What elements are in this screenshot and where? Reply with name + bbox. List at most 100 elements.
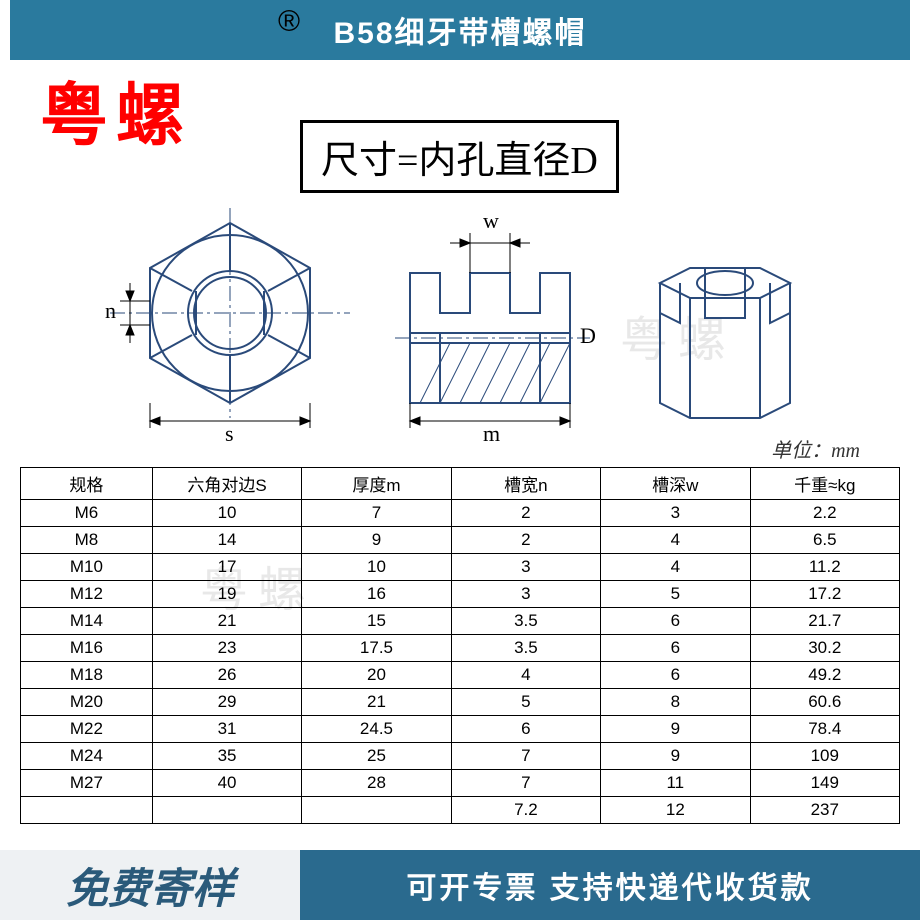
table-cell: 19 — [152, 581, 301, 608]
table-cell: 31 — [152, 716, 301, 743]
table-cell: 5 — [601, 581, 750, 608]
table-cell: 6 — [601, 608, 750, 635]
table-cell: 7 — [451, 743, 600, 770]
table-header: 槽深w — [601, 468, 750, 500]
dim-label-D: D — [580, 323, 596, 348]
table-row: M162317.53.5630.2 — [21, 635, 900, 662]
table-cell: 9 — [302, 527, 451, 554]
table-cell: M6 — [21, 500, 153, 527]
table-cell: 3.5 — [451, 608, 600, 635]
dim-label-w: w — [483, 208, 499, 233]
table-cell: 16 — [302, 581, 451, 608]
table-cell: 9 — [601, 743, 750, 770]
table-cell: 7 — [451, 770, 600, 797]
table-row: M1826204649.2 — [21, 662, 900, 689]
table-row: 7.212237 — [21, 797, 900, 824]
table-cell: 17.2 — [750, 581, 899, 608]
table-cell: 21 — [152, 608, 301, 635]
table-cell: M8 — [21, 527, 153, 554]
table-cell: 24.5 — [302, 716, 451, 743]
table-cell: 6 — [451, 716, 600, 743]
table-cell: M12 — [21, 581, 153, 608]
table-row: M8149246.5 — [21, 527, 900, 554]
table-cell: 20 — [302, 662, 451, 689]
table-header: 千重≈kg — [750, 468, 899, 500]
table-cell: 4 — [601, 527, 750, 554]
table-header: 六角对边S — [152, 468, 301, 500]
table-cell: M18 — [21, 662, 153, 689]
table-cell: 10 — [302, 554, 451, 581]
table-cell: 9 — [601, 716, 750, 743]
table-cell: M22 — [21, 716, 153, 743]
table-row: M6107232.2 — [21, 500, 900, 527]
table-cell: M20 — [21, 689, 153, 716]
table-row: M223124.56978.4 — [21, 716, 900, 743]
table-cell: 7.2 — [451, 797, 600, 824]
header-bar: B58细牙带槽螺帽 — [10, 0, 910, 60]
dim-label-s: s — [225, 421, 234, 443]
table-cell: 49.2 — [750, 662, 899, 689]
table-cell: 17 — [152, 554, 301, 581]
table-cell: 14 — [152, 527, 301, 554]
table-cell: 3 — [451, 581, 600, 608]
table-cell: 4 — [451, 662, 600, 689]
registered-mark: ® — [278, 5, 300, 39]
table-cell: 7 — [302, 500, 451, 527]
table-header: 规格 — [21, 468, 153, 500]
table-cell: 35 — [152, 743, 301, 770]
table-row: M1017103411.2 — [21, 554, 900, 581]
table-row: M24352579109 — [21, 743, 900, 770]
table-cell: 6 — [601, 662, 750, 689]
table-row: M2029215860.6 — [21, 689, 900, 716]
footer-bar: 免费寄样 可开专票 支持快递代收货款 — [0, 850, 920, 920]
table-cell: 28 — [302, 770, 451, 797]
table-cell: 12 — [601, 797, 750, 824]
table-cell: M27 — [21, 770, 153, 797]
brand-watermark-red: 粤螺 — [40, 60, 192, 159]
table-cell: 2 — [451, 527, 600, 554]
table-row: M1421153.5621.7 — [21, 608, 900, 635]
table-cell: M10 — [21, 554, 153, 581]
table-cell: 11.2 — [750, 554, 899, 581]
table-cell: M16 — [21, 635, 153, 662]
table-row: M274028711149 — [21, 770, 900, 797]
table-cell: 3.5 — [451, 635, 600, 662]
spec-table: 规格六角对边S厚度m槽宽n槽深w千重≈kg M6107232.2M8149246… — [20, 467, 900, 824]
table-cell: 26 — [152, 662, 301, 689]
table-cell: 23 — [152, 635, 301, 662]
size-definition-box: 尺寸=内孔直径D — [300, 120, 619, 193]
table-cell: M24 — [21, 743, 153, 770]
table-header: 厚度m — [302, 468, 451, 500]
technical-diagram: n s — [20, 203, 900, 463]
table-cell: 6.5 — [750, 527, 899, 554]
table-cell: 15 — [302, 608, 451, 635]
table-cell: 3 — [451, 554, 600, 581]
table-cell: 10 — [152, 500, 301, 527]
table-cell: 6 — [601, 635, 750, 662]
table-cell — [152, 797, 301, 824]
table-cell: 149 — [750, 770, 899, 797]
table-header: 槽宽n — [451, 468, 600, 500]
table-row: M1219163517.2 — [21, 581, 900, 608]
table-cell — [302, 797, 451, 824]
table-cell: 8 — [601, 689, 750, 716]
table-cell: 5 — [451, 689, 600, 716]
table-cell: 3 — [601, 500, 750, 527]
footer-right: 可开专票 支持快递代收货款 — [300, 850, 920, 920]
table-cell: M14 — [21, 608, 153, 635]
dim-label-n: n — [105, 298, 116, 323]
table-cell: 17.5 — [302, 635, 451, 662]
table-cell: 11 — [601, 770, 750, 797]
table-cell: 21 — [302, 689, 451, 716]
table-cell: 4 — [601, 554, 750, 581]
table-cell: 60.6 — [750, 689, 899, 716]
table-cell — [21, 797, 153, 824]
dim-label-m: m — [483, 421, 500, 443]
unit-label: 单位：mm — [771, 434, 860, 463]
table-cell: 30.2 — [750, 635, 899, 662]
footer-left: 免费寄样 — [0, 850, 300, 920]
table-cell: 78.4 — [750, 716, 899, 743]
table-cell: 29 — [152, 689, 301, 716]
table-cell: 25 — [302, 743, 451, 770]
table-cell: 40 — [152, 770, 301, 797]
